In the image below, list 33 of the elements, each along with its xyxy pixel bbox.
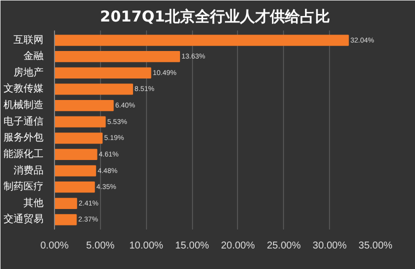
bar <box>54 148 98 160</box>
x-tick-label: 10.00% <box>129 240 164 252</box>
y-tick-label: 消费品 <box>14 164 44 176</box>
bar <box>54 198 78 209</box>
bar <box>54 84 134 95</box>
x-tick-label: 0.00% <box>40 240 69 252</box>
chart-title: 2017Q1北京全行业人才供给占比 <box>100 8 330 26</box>
bar <box>54 34 349 46</box>
y-tick-label: 交通贸易 <box>4 213 44 226</box>
x-tick-label: 15.00% <box>175 240 210 252</box>
x-tick-label: 5.00% <box>86 240 115 252</box>
bar <box>54 67 152 78</box>
y-tick-label: 服务外包 <box>4 132 44 144</box>
bar <box>54 165 96 176</box>
bar <box>54 51 180 62</box>
x-tick-label: 30.00% <box>312 240 347 252</box>
bar <box>54 182 95 193</box>
y-tick-label: 机械制造 <box>4 99 44 112</box>
bar <box>54 116 106 128</box>
y-tick-label: 电子通信 <box>4 115 44 128</box>
bar <box>54 132 103 144</box>
x-tick-label: 20.00% <box>220 240 255 252</box>
y-tick-label: 房地产 <box>14 66 44 78</box>
x-tick-label: 35.00% <box>358 240 393 252</box>
bar <box>54 214 77 226</box>
bar <box>54 100 114 112</box>
y-tick-label: 互联网 <box>14 34 44 46</box>
y-tick-label: 文教传媒 <box>4 82 44 95</box>
y-tick-label: 能源化工 <box>4 148 44 160</box>
y-tick-label: 其他 <box>24 196 44 209</box>
y-tick-label: 制药医疗 <box>4 180 44 193</box>
y-tick-label: 金融 <box>24 50 44 62</box>
x-tick-label: 25.00% <box>266 240 301 252</box>
